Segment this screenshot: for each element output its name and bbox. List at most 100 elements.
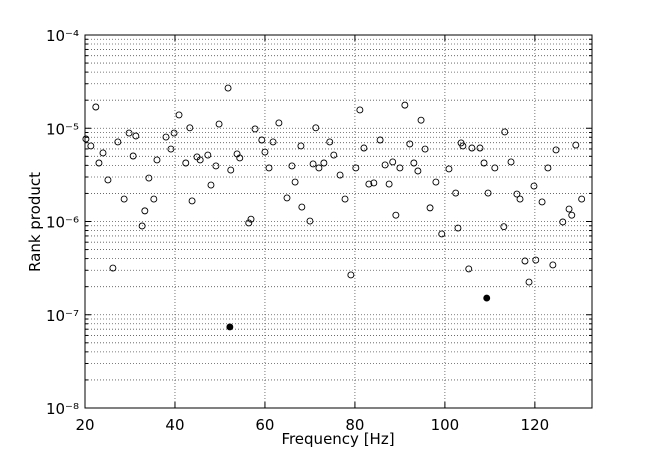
data-point xyxy=(196,156,204,164)
data-point xyxy=(132,132,140,140)
data-point xyxy=(330,151,338,159)
data-point xyxy=(459,142,467,150)
data-point xyxy=(347,271,355,279)
data-point xyxy=(182,159,190,167)
data-point xyxy=(336,171,344,179)
data-point xyxy=(326,138,334,146)
data-point xyxy=(261,148,269,156)
data-point xyxy=(381,161,389,169)
data-point xyxy=(312,124,320,132)
data-point xyxy=(385,180,393,188)
data-point xyxy=(320,159,328,167)
x-tick-label: 100 xyxy=(431,416,460,434)
data-point xyxy=(186,124,194,132)
plot-frame xyxy=(84,34,593,409)
y-tick-label: 10⁻⁸ xyxy=(46,400,79,418)
data-point xyxy=(483,294,491,302)
data-point xyxy=(212,162,220,170)
data-point xyxy=(516,195,524,203)
data-point xyxy=(538,198,546,206)
y-tick-label: 10⁻⁵ xyxy=(46,120,79,138)
data-point xyxy=(417,116,425,124)
data-point xyxy=(552,146,560,154)
data-point xyxy=(245,219,253,227)
x-tick-label: 120 xyxy=(521,416,550,434)
data-point xyxy=(188,197,196,205)
data-point xyxy=(480,159,488,167)
data-point xyxy=(370,179,378,187)
data-point xyxy=(251,125,259,133)
data-point xyxy=(352,164,360,172)
data-point xyxy=(507,158,515,166)
data-point xyxy=(170,129,178,137)
data-point xyxy=(258,136,266,144)
data-point xyxy=(298,203,306,211)
data-point xyxy=(269,138,277,146)
data-point xyxy=(141,207,149,215)
data-point xyxy=(224,84,232,92)
data-point xyxy=(484,189,492,197)
data-point xyxy=(150,195,158,203)
data-point xyxy=(306,217,314,225)
data-point xyxy=(236,154,244,162)
data-point xyxy=(476,144,484,152)
data-point xyxy=(95,159,103,167)
data-point xyxy=(167,145,175,153)
data-point xyxy=(491,164,499,172)
data-point xyxy=(356,106,364,114)
data-point xyxy=(565,205,573,213)
data-point xyxy=(521,257,529,265)
data-point xyxy=(109,264,117,272)
data-point xyxy=(247,215,255,223)
data-point xyxy=(432,178,440,186)
data-point xyxy=(468,144,476,152)
data-point xyxy=(532,256,540,264)
data-point xyxy=(99,149,107,157)
data-point xyxy=(275,119,283,127)
data-point xyxy=(175,111,183,119)
data-point xyxy=(513,190,521,198)
data-point xyxy=(438,230,446,238)
data-point xyxy=(401,101,409,109)
x-tick-label: 60 xyxy=(255,416,274,434)
data-point xyxy=(406,140,414,148)
data-point xyxy=(500,223,508,231)
data-point xyxy=(525,278,533,286)
data-point xyxy=(578,195,586,203)
data-point xyxy=(410,159,418,167)
data-point xyxy=(297,142,305,150)
data-point xyxy=(291,178,299,186)
data-point xyxy=(145,174,153,182)
y-tick-label: 10⁻⁶ xyxy=(46,214,79,232)
data-point xyxy=(452,189,460,197)
x-tick-label: 20 xyxy=(75,416,94,434)
data-point xyxy=(454,224,462,232)
data-point xyxy=(288,162,296,170)
data-point xyxy=(309,160,317,168)
data-point xyxy=(104,176,112,184)
data-point xyxy=(360,144,368,152)
data-point xyxy=(396,164,404,172)
data-point xyxy=(559,218,567,226)
data-point xyxy=(421,145,429,153)
data-point xyxy=(426,204,434,212)
data-point xyxy=(120,195,128,203)
data-point xyxy=(465,265,473,273)
data-point xyxy=(392,211,400,219)
data-point xyxy=(389,158,397,166)
data-point xyxy=(215,120,223,128)
data-point xyxy=(227,166,235,174)
data-point xyxy=(341,195,349,203)
data-point xyxy=(153,156,161,164)
data-point xyxy=(501,128,509,136)
x-tick-label: 40 xyxy=(165,416,184,434)
data-point xyxy=(283,194,291,202)
data-point xyxy=(265,164,273,172)
data-point xyxy=(129,152,137,160)
data-point xyxy=(376,136,384,144)
x-tick-label: 80 xyxy=(345,416,364,434)
data-point xyxy=(92,103,100,111)
data-point xyxy=(114,138,122,146)
